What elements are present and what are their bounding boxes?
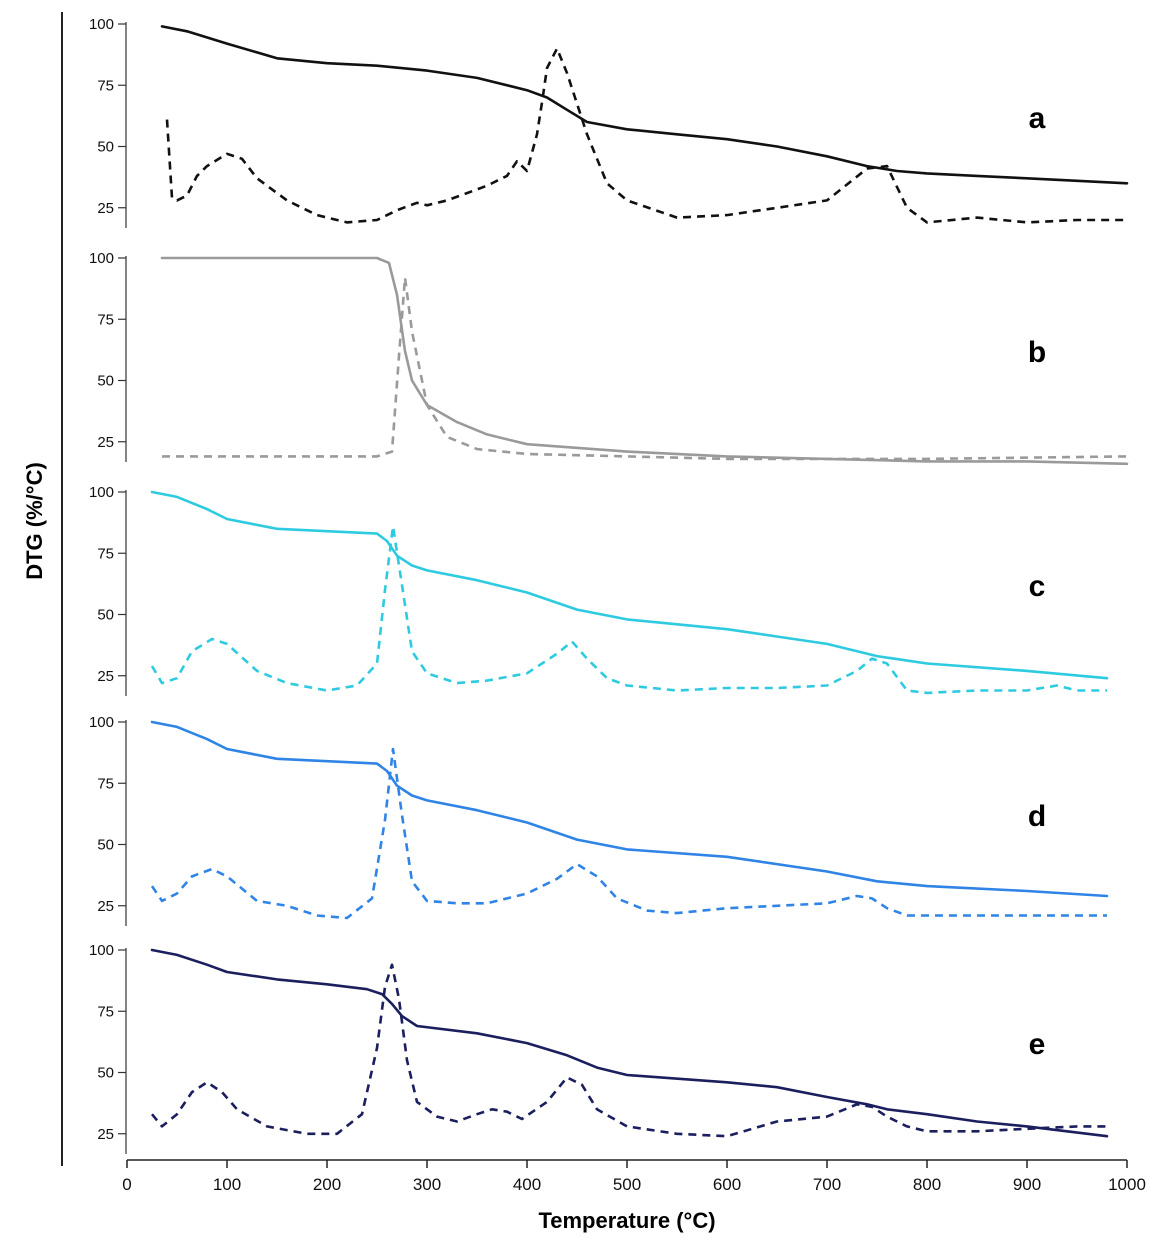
y-tick-label: 100 [89, 16, 114, 33]
series-line-a-dtg [165, 47, 1127, 224]
y-tick-label: 75 [97, 311, 114, 328]
labels-group: 25 50 75 100 a 25 50 75 100 b 25 50 75 100 c 25 50 75 100 d… [89, 16, 1146, 1194]
series-line-e-tg [150, 948, 1109, 1138]
y-tick-label: 50 [97, 373, 114, 390]
y-tick-label: 25 [97, 200, 114, 217]
x-tick-label: 900 [1013, 1175, 1041, 1194]
y-tick-label: 75 [97, 545, 114, 562]
y-tick-label: 75 [97, 1003, 114, 1020]
x-tick-label: 300 [413, 1175, 441, 1194]
x-tick-label: 600 [713, 1175, 741, 1194]
series-line-c-dtg [150, 525, 1107, 695]
series-line-d-tg [150, 720, 1109, 898]
series-line-c-tg [150, 490, 1109, 680]
y-tick-label: 50 [97, 607, 114, 624]
series-line-e-dtg [150, 963, 1107, 1138]
y-tick-label: 100 [89, 250, 114, 267]
x-tick-label: 700 [813, 1175, 841, 1194]
axes-frame [61, 12, 1128, 1168]
series-line-d-dtg [150, 747, 1107, 920]
y-tick-label: 25 [97, 1126, 114, 1143]
y-tick-label: 25 [97, 668, 114, 685]
series-group [150, 25, 1129, 1138]
x-tick-label: 100 [213, 1175, 241, 1194]
x-tick-label: 1000 [1108, 1175, 1146, 1194]
panel-label-e: e [1029, 1028, 1046, 1061]
y-tick-label: 100 [89, 714, 114, 731]
x-tick-label: 500 [613, 1175, 641, 1194]
y-tick-label: 100 [89, 484, 114, 501]
series-line-b-tg [160, 256, 1129, 466]
y-tick-label: 50 [97, 139, 114, 156]
y-tick-label: 75 [97, 77, 114, 94]
series-line-b-dtg [162, 276, 1128, 461]
panel-label-d: d [1028, 800, 1046, 833]
panel-label-a: a [1029, 102, 1046, 135]
y-tick-label: 50 [97, 1065, 114, 1082]
x-tick-label: 800 [913, 1175, 941, 1194]
y-tick-label: 100 [89, 942, 114, 959]
x-tick-label: 0 [122, 1175, 131, 1194]
x-tick-label: 200 [313, 1175, 341, 1194]
panel-label-b: b [1028, 336, 1046, 369]
y-tick-label: 75 [97, 775, 114, 792]
y-tick-label: 50 [97, 837, 114, 854]
x-axis-title: Temperature (°C) [538, 1208, 715, 1233]
y-tick-label: 25 [97, 434, 114, 451]
panel-label-c: c [1029, 570, 1046, 603]
y-tick-label: 25 [97, 898, 114, 915]
series-line-a-tg [160, 25, 1129, 185]
x-tick-label: 400 [513, 1175, 541, 1194]
y-axis-title: DTG (%/°C) [22, 462, 47, 580]
